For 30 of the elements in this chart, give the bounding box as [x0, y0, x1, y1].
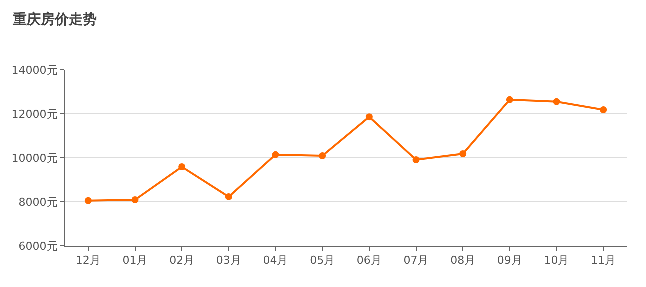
point: [506, 96, 514, 104]
point: [84, 197, 92, 204]
x-tick-label: 11月: [591, 254, 616, 268]
point: [366, 114, 373, 121]
x-tick-label: 10月: [544, 254, 570, 268]
x-tick-label: 04月: [263, 254, 288, 268]
x-tick-label: 12月: [76, 254, 101, 268]
point: [132, 196, 139, 204]
point: [178, 164, 186, 171]
x-tick-label: 03月: [216, 254, 242, 268]
x-tick-label: 01月: [122, 254, 148, 268]
point: [460, 150, 467, 158]
chart-title: 重庆房价走势: [12, 11, 97, 28]
x-tick-label: 02月: [170, 254, 195, 268]
y-tick-label: 6000元: [18, 240, 58, 253]
y-tick-label: 8000元: [18, 196, 58, 209]
x-tick-label: 06月: [356, 254, 382, 268]
point: [225, 193, 232, 200]
x-tick-label: 07月: [404, 254, 429, 268]
point: [412, 156, 420, 164]
y-tick-label: 12000元: [12, 108, 58, 121]
point: [553, 98, 560, 106]
y-tick-label: 14000元: [12, 64, 58, 77]
x-tick-label: 05月: [310, 254, 336, 268]
x-tick-label: 09月: [497, 254, 522, 268]
x-tick-label: 08月: [450, 254, 476, 268]
y-tick-label: 10000元: [12, 152, 58, 165]
point: [319, 152, 326, 160]
point: [600, 106, 608, 114]
point: [272, 151, 280, 158]
